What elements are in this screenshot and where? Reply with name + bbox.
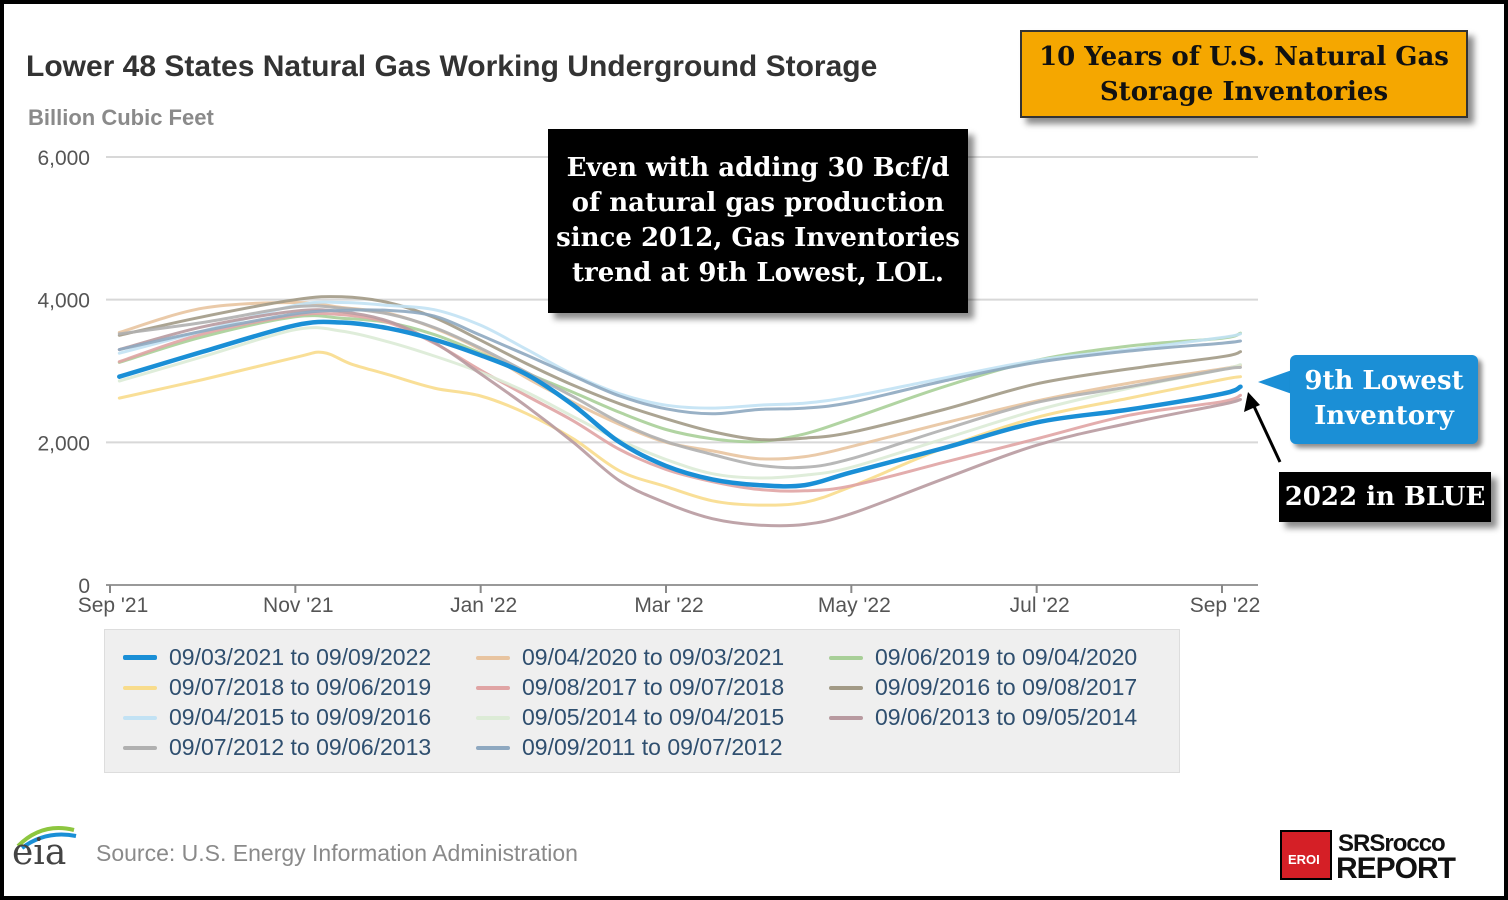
eia-logo: eia <box>12 820 82 876</box>
x-tick-label: Mar '22 <box>634 594 703 617</box>
legend-swatch <box>123 655 157 660</box>
y-tick-label: 0 <box>78 575 90 598</box>
production-line-4: trend at 9th Lowest, LOL. <box>572 258 944 288</box>
ten-years-line-2: Storage Inventories <box>1099 77 1389 107</box>
series-line-3 <box>117 350 1242 507</box>
legend-label: 09/06/2013 to 09/05/2014 <box>875 704 1138 730</box>
year-2022-annotation: 2022 in BLUE <box>1279 472 1491 522</box>
callout-line-1: 9th Lowest <box>1304 366 1464 396</box>
legend-label: 09/09/2011 to 09/07/2012 <box>522 734 783 760</box>
y-tick-label: 6,000 <box>37 147 90 170</box>
legend-label: 09/07/2012 to 09/06/2013 <box>169 734 432 760</box>
x-tick-label: May '22 <box>818 594 891 617</box>
legend-swatch <box>476 746 510 750</box>
x-tick-label: Sep '22 <box>1190 594 1261 617</box>
series-layer <box>117 295 1243 528</box>
chart-title: Lower 48 States Natural Gas Working Unde… <box>26 50 878 83</box>
series-line-0 <box>117 319 1243 489</box>
eroi-badge-text: EROI <box>1288 852 1320 867</box>
srsrocco-logo: EROI SRSrocco REPORT <box>1280 830 1484 885</box>
production-line-2: of natural gas production <box>571 188 945 218</box>
y-tick-label: 4,000 <box>37 290 90 313</box>
legend-swatch <box>476 656 510 660</box>
source-note: Source: U.S. Energy Information Administ… <box>96 840 578 866</box>
legend-swatch <box>123 716 157 720</box>
legend-label: 09/03/2021 to 09/09/2022 <box>169 644 432 670</box>
ten-years-annotation: 10 Years of U.S. Natural Gas Storage Inv… <box>1020 30 1468 118</box>
legend-swatch <box>829 686 863 690</box>
series-line-6 <box>117 300 1242 410</box>
ninth-lowest-callout: 9th Lowest Inventory <box>1290 355 1478 444</box>
legend-label: 09/09/2016 to 09/08/2017 <box>875 674 1138 700</box>
x-tick-label: Sep '21 <box>78 594 149 617</box>
legend-swatch <box>123 746 157 750</box>
series-line-10 <box>117 308 1242 416</box>
legend-label: 09/04/2015 to 09/09/2016 <box>169 704 432 730</box>
axis-layer: 0 2,000 4,000 6,000 Sep '21 Nov '21 Jan '22 Mar… <box>37 147 1260 617</box>
series-line-7 <box>117 326 1242 480</box>
legend-swatch <box>829 716 863 720</box>
ten-years-line-1: 10 Years of U.S. Natural Gas <box>1039 42 1449 72</box>
callout-line-2: Inventory <box>1314 401 1454 431</box>
legend-swatch <box>476 716 510 720</box>
legend-label: 09/06/2019 to 09/04/2020 <box>875 644 1138 670</box>
legend-swatch <box>123 686 157 690</box>
series-line-9 <box>117 304 1242 470</box>
callout-arrow-head <box>1244 392 1260 412</box>
legend-label: 09/08/2017 to 09/07/2018 <box>522 674 785 700</box>
legend-label: 09/05/2014 to 09/04/2015 <box>522 704 785 730</box>
callout-pointer <box>1258 370 1292 394</box>
legend-swatch <box>476 686 510 690</box>
eia-swoosh-icon <box>16 826 77 850</box>
legend-label: 09/04/2020 to 09/03/2021 <box>522 644 785 670</box>
srsrocco-logo-line2: REPORT <box>1336 852 1456 885</box>
chart-legend: 09/03/2021 to 09/09/2022 09/04/2020 to 09… <box>104 629 1180 773</box>
eroi-badge: EROI <box>1280 830 1332 880</box>
x-tick-label: Jul '22 <box>1010 594 1070 617</box>
series-line-5 <box>117 295 1242 442</box>
eia-logo-text: eia <box>12 832 67 873</box>
x-tick-label: Jan '22 <box>450 594 517 617</box>
y-tick-label: 2,000 <box>37 432 90 455</box>
legend-swatch <box>829 656 863 660</box>
callout-arrow-shaft <box>1250 401 1282 463</box>
production-line-3: since 2012, Gas Inventories <box>556 223 960 253</box>
production-annotation: Even with adding 30 Bcf/d of natural gas… <box>548 129 968 313</box>
srsrocco-logo-line1: SRSrocco <box>1338 830 1446 857</box>
y-axis-unit-label: Billion Cubic Feet <box>28 105 214 130</box>
legend-label: 09/07/2018 to 09/06/2019 <box>169 674 432 700</box>
production-line-1: Even with adding 30 Bcf/d <box>566 153 950 183</box>
x-tick-label: Nov '21 <box>263 594 334 617</box>
series-line-4 <box>117 311 1242 493</box>
